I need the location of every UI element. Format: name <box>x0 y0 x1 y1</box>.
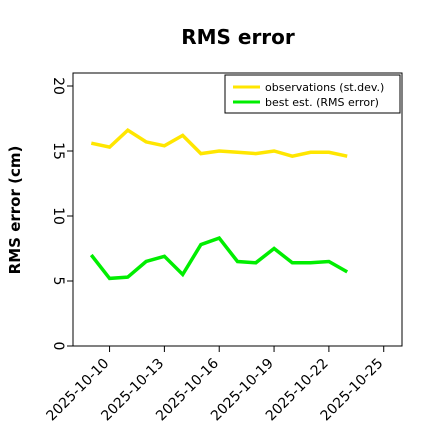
legend: observations (st.dev.) best est. (RMS er… <box>224 74 401 114</box>
legend-label-best-estimate: best est. (RMS error) <box>265 96 379 109</box>
series-layer <box>89 127 349 281</box>
series-line-observations <box>90 127 348 159</box>
y-tick-label: 10 <box>50 207 66 225</box>
chart-title: RMS error <box>181 25 295 49</box>
x-axis: 2025-10-102025-10-132025-10-162025-10-19… <box>44 346 387 424</box>
y-axis: 0 5 10 15 20 <box>50 77 73 350</box>
series-line-best-estimate <box>89 236 349 281</box>
y-tick-label: 0 <box>50 342 66 351</box>
y-tick-label: 15 <box>50 142 66 160</box>
plot-frame <box>72 72 403 347</box>
legend-box <box>224 74 401 114</box>
y-tick-label: 20 <box>50 77 66 95</box>
y-axis-label: RMS error (cm) <box>6 146 24 275</box>
legend-label-observations: observations (st.dev.) <box>265 81 384 94</box>
y-tick-label: 5 <box>50 277 66 286</box>
